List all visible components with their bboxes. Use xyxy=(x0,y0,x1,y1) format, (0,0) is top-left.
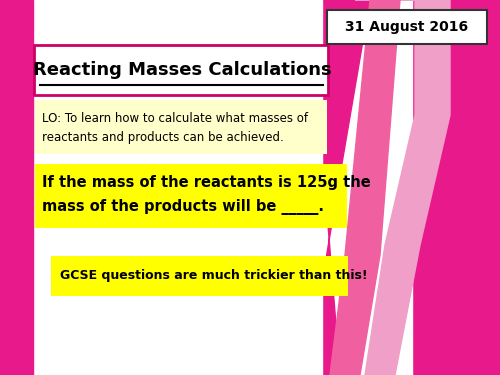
Text: reactants and products can be achieved.: reactants and products can be achieved. xyxy=(42,130,284,144)
Text: 31 August 2016: 31 August 2016 xyxy=(346,20,469,34)
Polygon shape xyxy=(355,0,450,375)
Polygon shape xyxy=(330,0,400,375)
FancyBboxPatch shape xyxy=(327,10,487,44)
FancyBboxPatch shape xyxy=(35,164,347,228)
Text: Reacting Masses Calculations: Reacting Masses Calculations xyxy=(32,61,332,79)
Polygon shape xyxy=(455,0,500,375)
Polygon shape xyxy=(300,0,370,375)
FancyBboxPatch shape xyxy=(51,256,348,296)
Bar xyxy=(0,0,33,375)
Text: GCSE questions are much trickier than this!: GCSE questions are much trickier than th… xyxy=(60,270,368,282)
Text: If the mass of the reactants is 125g the: If the mass of the reactants is 125g the xyxy=(42,176,371,190)
Bar xyxy=(32,0,322,375)
Bar xyxy=(32,0,412,375)
Text: LO: To learn how to calculate what masses of: LO: To learn how to calculate what masse… xyxy=(42,112,308,126)
Text: mass of the products will be _____.: mass of the products will be _____. xyxy=(42,199,324,215)
FancyBboxPatch shape xyxy=(35,100,327,154)
FancyBboxPatch shape xyxy=(34,45,328,95)
